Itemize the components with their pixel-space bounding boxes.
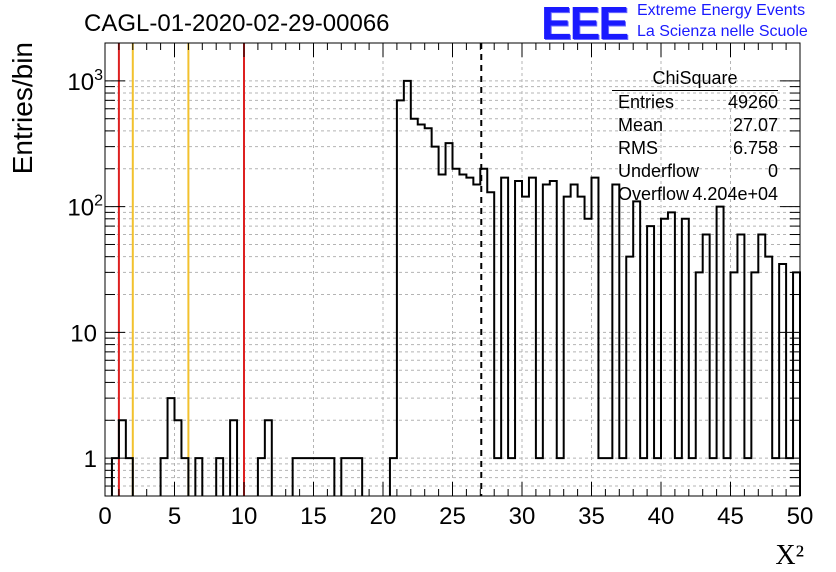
y-tick-label: 103 — [67, 67, 103, 96]
histogram-bin — [522, 197, 529, 496]
x-tick-label: 10 — [231, 503, 258, 530]
stat-value: 49260 — [727, 92, 778, 112]
x-axis-label: X² — [775, 540, 804, 571]
histogram-bin — [585, 219, 592, 496]
logo-mark: EEE — [541, 0, 629, 49]
stat-row-entries: Entries 49260 — [618, 92, 778, 114]
histogram-bin — [473, 184, 480, 496]
stat-value: 27.07 — [732, 115, 778, 135]
stat-label: Mean — [618, 115, 664, 135]
x-tick-label: 25 — [439, 503, 466, 530]
x-tick-label: 15 — [300, 503, 327, 530]
x-tick-label: 40 — [648, 503, 675, 530]
histogram-bin — [758, 235, 765, 496]
histogram-bin — [446, 143, 453, 496]
histogram-bin — [612, 184, 619, 496]
y-tick-label: 102 — [67, 193, 103, 222]
stat-row-rms: RMS 6.758 — [618, 138, 778, 160]
stats-divider — [612, 90, 778, 91]
stat-label: Overflow — [618, 184, 690, 204]
histogram-bin — [779, 264, 786, 496]
stat-row-overflow: Overflow 4.204e+04 — [618, 184, 778, 206]
histogram-bin — [564, 197, 571, 496]
histogram-bin — [737, 235, 744, 496]
histogram-bin — [543, 184, 550, 496]
histogram-bin — [466, 178, 473, 496]
histogram-bin — [397, 100, 404, 496]
x-tick-label: 35 — [578, 503, 605, 530]
histogram-bin — [682, 219, 689, 496]
histogram-bin — [633, 201, 640, 496]
stat-value: 4.204e+04 — [692, 184, 778, 204]
x-tick-label: 45 — [717, 503, 744, 530]
histogram-bin — [626, 257, 633, 496]
stat-label: RMS — [618, 138, 658, 158]
stat-label: Entries — [618, 92, 675, 112]
histogram-bin — [696, 272, 703, 496]
histogram-bin — [425, 128, 432, 496]
reference-lines — [117, 43, 483, 496]
histogram-bin — [717, 207, 724, 496]
axes: 0 5 10 15 20 25 30 35 40 45 50 1 10 102 103 — [67, 42, 814, 530]
histogram-bin — [529, 178, 536, 496]
stat-value: 6.758 — [732, 138, 778, 158]
histogram-bin — [592, 178, 599, 496]
histogram-bin — [661, 219, 668, 496]
y-tick-label: 1 — [84, 446, 97, 473]
histogram-bin — [418, 124, 425, 496]
histogram-bin — [411, 119, 418, 496]
histogram-bin — [501, 178, 508, 496]
stat-row-underflow: Underflow 0 — [618, 161, 778, 183]
histogram-bin — [459, 175, 466, 496]
histogram-outline — [110, 79, 801, 496]
logo-line1: Extreme Energy Events — [637, 2, 806, 19]
stat-label: Underflow — [618, 161, 700, 181]
histogram-bin — [751, 272, 758, 496]
x-tick-label: 20 — [370, 503, 397, 530]
histogram-bin — [439, 175, 446, 496]
y-tick-label: 10 — [70, 320, 97, 347]
histogram-bin — [168, 398, 175, 496]
y-axis-label: Entries/bin — [7, 42, 38, 174]
histogram-bin — [578, 197, 585, 496]
grid — [105, 43, 800, 496]
histogram-bin — [731, 272, 738, 496]
histogram-bin — [703, 235, 710, 496]
stat-value: 0 — [767, 161, 778, 181]
stats-box: ChiSquare Entries 49260 Mean 27.07 RMS 6… — [610, 68, 780, 208]
stats-title: ChiSquare — [652, 68, 738, 88]
chart-title: CAGL-01-2020-02-29-00066 — [84, 10, 390, 37]
logo-line2: La Scienza nelle Scuole — [637, 23, 808, 40]
eee-logo: EEE Extreme Energy Events La Scienza nel… — [541, 0, 836, 46]
histogram-bin — [571, 184, 578, 496]
histogram-bin — [793, 272, 800, 496]
x-tick-label: 30 — [509, 503, 536, 530]
histogram-bin — [668, 212, 675, 496]
x-tick-label: 5 — [168, 503, 181, 530]
x-tick-label: 0 — [98, 503, 111, 530]
histogram-bin — [432, 147, 439, 496]
stat-row-mean: Mean 27.07 — [618, 115, 778, 137]
x-tick-label: 50 — [787, 503, 814, 530]
histogram-bin — [647, 226, 654, 496]
histogram-bin — [765, 257, 772, 496]
histogram-bin — [404, 81, 411, 496]
